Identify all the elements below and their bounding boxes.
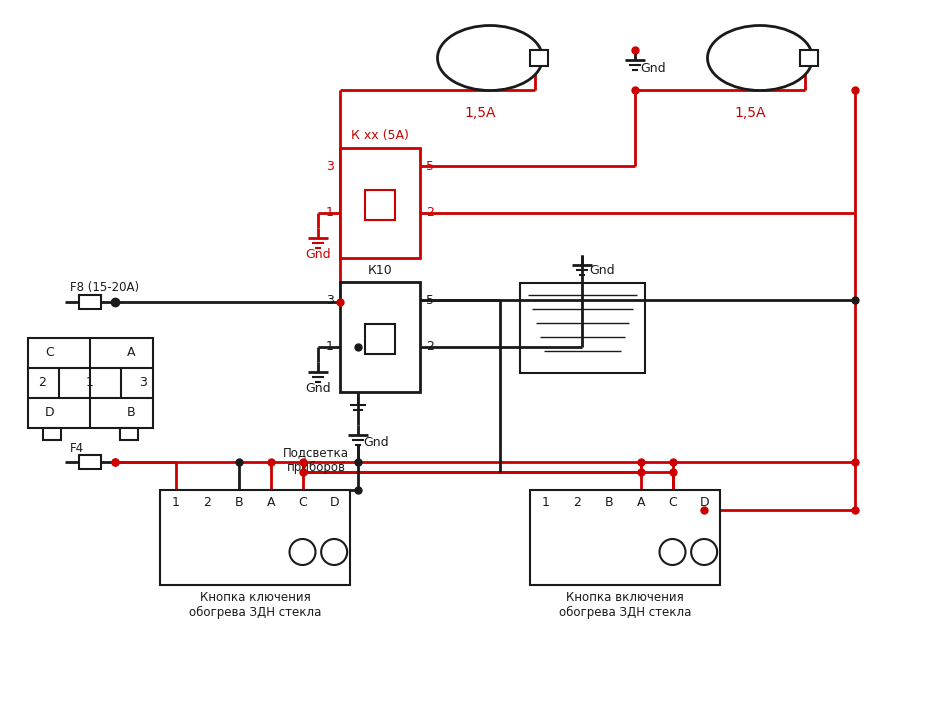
Text: 1: 1	[542, 496, 550, 508]
Text: Gnd: Gnd	[305, 249, 331, 261]
Text: 1: 1	[326, 340, 334, 354]
Text: 3: 3	[326, 160, 334, 172]
Text: A: A	[127, 347, 135, 359]
Text: 2: 2	[426, 206, 434, 220]
Text: Подсветка
приборов: Подсветка приборов	[283, 446, 349, 474]
Text: 3: 3	[139, 376, 147, 390]
Text: К10: К10	[367, 263, 392, 277]
Bar	[79, 295, 101, 309]
Text: К хх (5А): К хх (5А)	[351, 129, 409, 143]
Text: C: C	[298, 496, 307, 508]
Text: F4: F4	[70, 441, 84, 455]
Text: B: B	[235, 496, 243, 508]
Text: Кнопка ключения
обогрева ЗДН стекла: Кнопка ключения обогрева ЗДН стекла	[188, 591, 321, 619]
Bar	[530, 490, 720, 585]
Ellipse shape	[707, 25, 813, 90]
Bar	[43, 428, 61, 440]
Text: B: B	[605, 496, 614, 508]
Text: Gnd: Gnd	[589, 265, 615, 277]
Text: Gnd: Gnd	[640, 61, 666, 75]
Bar	[340, 282, 420, 392]
Text: C: C	[45, 347, 54, 359]
Circle shape	[691, 539, 717, 565]
Text: 1: 1	[326, 206, 334, 220]
Circle shape	[321, 539, 348, 565]
Text: Кнопка включения
обогрева ЗДН стекла: Кнопка включения обогрева ЗДН стекла	[559, 591, 691, 619]
Bar	[340, 148, 420, 258]
Bar	[520, 283, 645, 373]
Text: 2: 2	[426, 340, 434, 354]
Bar	[365, 324, 395, 354]
Text: 2: 2	[38, 376, 46, 390]
Text: 5: 5	[426, 160, 434, 172]
Bar	[120, 428, 138, 440]
Text: 1: 1	[86, 376, 94, 390]
Text: B: B	[127, 407, 135, 419]
Text: Gnd: Gnd	[305, 383, 331, 395]
Ellipse shape	[438, 25, 543, 90]
Bar	[800, 50, 818, 66]
Text: D: D	[330, 496, 339, 508]
Bar	[160, 490, 350, 585]
Circle shape	[659, 539, 686, 565]
Bar	[28, 338, 153, 428]
Bar	[79, 455, 101, 469]
Text: 2: 2	[574, 496, 581, 508]
Text: 1,5А: 1,5А	[464, 106, 495, 120]
Text: C: C	[669, 496, 677, 508]
Text: D: D	[45, 407, 55, 419]
Text: 2: 2	[204, 496, 211, 508]
Circle shape	[290, 539, 315, 565]
Text: Gnd: Gnd	[364, 436, 389, 450]
Text: 1: 1	[172, 496, 180, 508]
Text: A: A	[267, 496, 275, 508]
Text: 3: 3	[326, 294, 334, 306]
Text: F8 (15-20А): F8 (15-20А)	[70, 282, 139, 294]
Text: A: A	[636, 496, 645, 508]
Text: 1,5А: 1,5А	[734, 106, 766, 120]
Text: D: D	[699, 496, 709, 508]
Text: 5: 5	[426, 294, 434, 306]
Bar	[365, 190, 395, 220]
Bar	[530, 50, 548, 66]
